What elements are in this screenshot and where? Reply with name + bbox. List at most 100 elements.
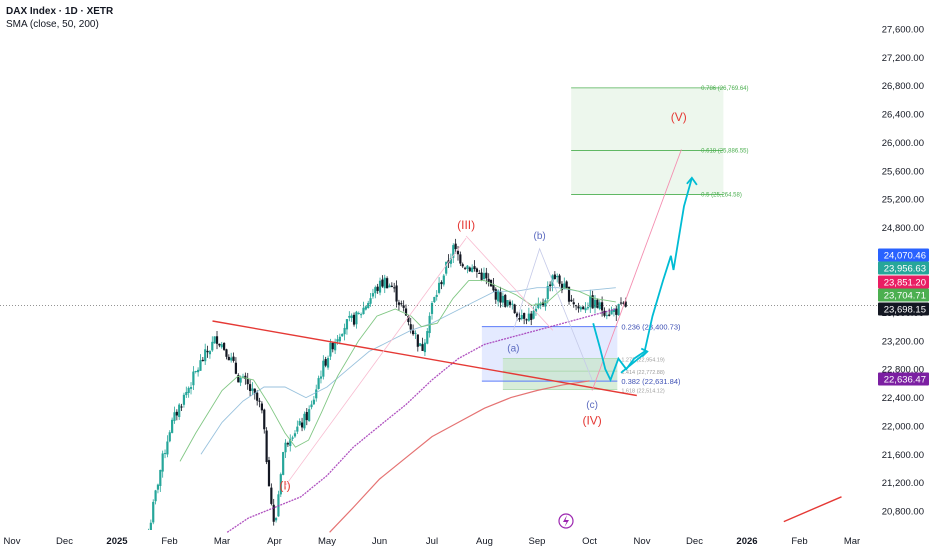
y-tick-label: 25,600.00 [882,166,924,177]
candle-body [494,289,497,300]
price-tag [878,275,929,289]
candle-body [492,284,495,291]
candle-body [407,315,410,323]
price-tag-label: 23,704.71 [884,291,926,302]
candle-body [338,336,341,342]
y-tick-label: 21,200.00 [882,478,924,489]
candle-body [223,342,226,350]
candle-body [386,278,389,289]
price-tag [878,261,929,275]
candle-body [376,286,379,291]
candle-body [395,285,398,302]
candle-body [426,331,429,344]
candle-body [482,273,486,280]
candle-body [525,319,528,321]
candle-body [449,258,452,264]
candle-body [173,412,176,421]
candle-body [553,274,556,280]
candle-body [480,272,483,280]
candle-body [572,302,575,305]
candle-body [204,349,207,362]
candle-body [305,412,308,421]
candle-body [206,350,209,353]
candle-body [546,286,549,300]
candle-body [289,439,292,447]
candle-body [393,287,396,289]
candle-body [501,295,504,303]
x-tick-label: Apr [267,536,282,547]
candle-body [326,357,330,368]
candle-body [577,306,580,309]
candle-body [322,360,325,377]
fib-box-label: 1.414 (22,772.88) [621,370,665,376]
candle-body [520,315,523,319]
candle-body [197,369,200,373]
candle-body [442,275,445,285]
connector-line [465,235,554,331]
candle-body [298,420,301,426]
candle-body [404,308,408,316]
candle-body [284,442,287,453]
candle-body [378,280,382,293]
candle-body [260,403,263,411]
candle-body [440,282,443,285]
candle-body [163,453,167,455]
candle-body [400,303,403,305]
x-tick-label: Mar [214,536,230,547]
x-tick-label: Nov [634,536,651,547]
x-tick-label: Aug [476,536,493,547]
candle-body [248,384,252,392]
candle-body [315,389,318,399]
chart-title: DAX Index · 1D · XETR [6,6,114,17]
candle-body [532,310,535,319]
y-tick-label: 25,200.00 [882,195,924,206]
candle-body [159,469,162,486]
candle-body [615,308,618,315]
projection-branch [620,350,648,374]
candle-body [267,460,271,487]
candle-body [348,315,351,318]
x-tick-label: Dec [686,536,703,547]
plot-area: 0.786 (26,769.64) 0.618 (25,886.55) 0.5 (2… [147,86,749,535]
price-tag-label: 22,636.47 [884,375,926,386]
sma-long-line [200,287,616,455]
wave-label: (c) [586,400,598,411]
lightning-icon [558,513,574,529]
candle-body [343,327,346,335]
candle-body [558,275,561,284]
candle-body [300,422,304,428]
candle-body [433,296,436,303]
candle-body [279,474,282,495]
fib-level-label: 0.786 (26,769.64) [701,86,748,92]
price-tag [878,248,929,262]
candle-body [180,406,183,408]
fib-box-label: 1.272 (22,954.19) [621,357,665,363]
candle-body [473,266,476,270]
candle-body [421,344,424,351]
fib-box-label: 1.618 (22,514.12) [621,388,665,394]
candle-body [412,330,415,335]
candle-body [593,299,597,308]
trendline-2 [783,496,842,523]
x-tick-label: Jul [426,536,438,547]
y-tick-label: 26,000.00 [882,138,924,149]
candle-body [388,285,391,288]
candle-body [336,339,339,342]
candle-body [369,298,372,304]
candle-body [570,299,573,302]
candle-body [182,394,186,405]
candle-body [475,268,478,272]
price-tag-label: 24,070.46 [884,251,926,262]
y-tick-label: 22,000.00 [882,421,924,432]
candle-body [487,278,490,282]
y-tick-label: 22,800.00 [882,365,924,376]
wave-label: (III) [457,218,475,232]
candle-body [471,267,474,273]
candle-body [239,377,242,383]
candle-body [147,532,149,535]
candle-body [435,294,438,297]
candle-body [461,264,464,267]
price-tag [878,302,929,316]
candle-body [619,302,623,304]
